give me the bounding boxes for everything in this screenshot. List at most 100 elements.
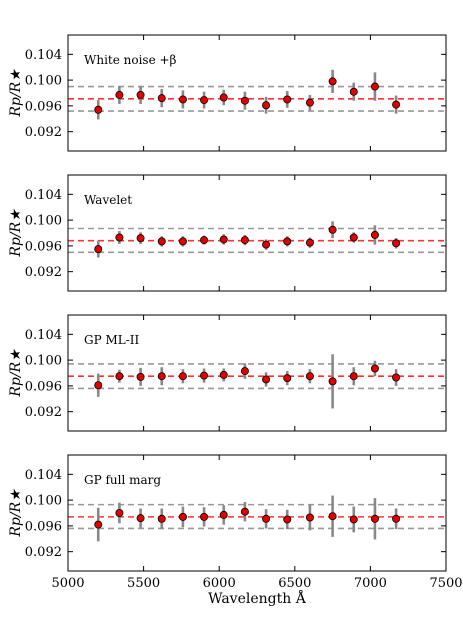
data-point: [219, 510, 228, 519]
data-point: [157, 372, 166, 381]
data-point: [136, 514, 145, 523]
x-axis-label: Wavelength Å: [208, 589, 307, 607]
data-point: [370, 364, 379, 373]
data-point: [262, 101, 271, 110]
y-tick-label: 0.104: [25, 188, 62, 203]
y-tick-label: 0.100: [25, 74, 62, 89]
data-point: [115, 233, 124, 242]
y-axis-label: Rp/R★: [8, 348, 24, 398]
y-tick-label: 0.096: [25, 379, 62, 394]
data-point: [305, 98, 314, 107]
y-axis-label: Rp/R★: [8, 68, 24, 118]
axes-frame: [67, 34, 447, 152]
y-tick-label: 0.100: [25, 214, 62, 229]
data-point: [157, 237, 166, 246]
x-tick-label: 5000: [51, 576, 84, 591]
data-point: [240, 96, 249, 105]
data-point: [178, 95, 187, 104]
data-point: [305, 372, 314, 381]
data-point: [305, 513, 314, 522]
y-tick-label: 0.092: [25, 265, 62, 280]
y-tick-label: 0.104: [25, 468, 62, 483]
axes-frame: [67, 314, 447, 432]
data-point: [219, 235, 228, 244]
data-point: [115, 90, 124, 99]
panel-label: GP full marg: [84, 473, 161, 487]
y-tick-label: 0.104: [25, 48, 62, 63]
data-point: [392, 373, 401, 382]
y-tick-label: 0.092: [25, 125, 62, 140]
x-tick-label: 6500: [278, 576, 311, 591]
data-point: [370, 514, 379, 523]
data-point: [328, 77, 337, 86]
data-point: [240, 367, 249, 376]
data-point: [392, 239, 401, 248]
data-point: [283, 515, 292, 524]
data-point: [115, 508, 124, 517]
data-point: [283, 237, 292, 246]
data-point: [94, 105, 103, 114]
data-point: [136, 90, 145, 99]
y-tick-label: 0.100: [25, 494, 62, 509]
data-point: [94, 520, 103, 529]
data-point: [349, 515, 358, 524]
x-tick-label: 6000: [203, 576, 236, 591]
axes-frame: [67, 454, 447, 572]
data-point: [200, 512, 209, 521]
data-point: [262, 514, 271, 523]
data-point: [283, 95, 292, 104]
y-axis-label: Rp/R★: [8, 208, 24, 258]
data-point: [305, 238, 314, 247]
data-point: [370, 82, 379, 91]
data-point: [157, 514, 166, 523]
data-point: [94, 381, 103, 390]
y-tick-label: 0.096: [25, 519, 62, 534]
panel-2: 0.104 0.100 0.096 0.092 Wavelet Rp/R★: [8, 174, 447, 292]
data-point: [262, 375, 271, 384]
data-point: [392, 100, 401, 109]
y-tick-label: 0.092: [25, 545, 62, 560]
panel-label: Wavelet: [84, 193, 132, 207]
data-point: [283, 374, 292, 383]
data-point: [349, 372, 358, 381]
data-point: [178, 372, 187, 381]
data-point: [349, 233, 358, 242]
data-point: [219, 370, 228, 379]
data-point: [200, 96, 209, 105]
data-point: [328, 377, 337, 386]
y-axis-label: Rp/R★: [8, 488, 24, 538]
panel-1: 0.104 0.100 0.096 0.092 White noise +β Rp/R★: [8, 34, 447, 152]
y-tick-label: 0.104: [25, 328, 62, 343]
panel-label: GP ML-II: [84, 333, 140, 347]
y-tick-label: 0.096: [25, 239, 62, 254]
data-point: [219, 93, 228, 102]
data-point: [136, 234, 145, 243]
data-point: [392, 514, 401, 523]
y-tick-label: 0.100: [25, 354, 62, 369]
y-tick-label: 0.092: [25, 405, 62, 420]
data-point: [240, 507, 249, 516]
data-point: [200, 371, 209, 380]
x-tick-label: 7000: [354, 576, 387, 591]
x-tick-label: 7500: [429, 576, 462, 591]
x-tick-label: 5500: [127, 576, 160, 591]
data-point: [94, 245, 103, 254]
data-point: [370, 230, 379, 239]
data-point: [136, 372, 145, 381]
panel-3: 0.104 0.100 0.096 0.092 GP ML-II Rp/R★: [8, 314, 447, 432]
data-point: [200, 236, 209, 245]
panel-label: White noise +β: [84, 53, 177, 67]
data-point: [328, 225, 337, 234]
data-point: [157, 94, 166, 103]
data-point: [349, 87, 358, 96]
panel-4: 0.104 0.100 0.096 0.092 GP full marg Rp/R★ 500…: [8, 454, 463, 607]
y-tick-label: 0.096: [25, 99, 62, 114]
axes-frame: [67, 174, 447, 292]
data-point: [240, 236, 249, 245]
data-point: [178, 237, 187, 246]
data-point: [178, 512, 187, 521]
data-point: [328, 512, 337, 521]
data-point: [115, 372, 124, 381]
data-point: [262, 240, 271, 249]
